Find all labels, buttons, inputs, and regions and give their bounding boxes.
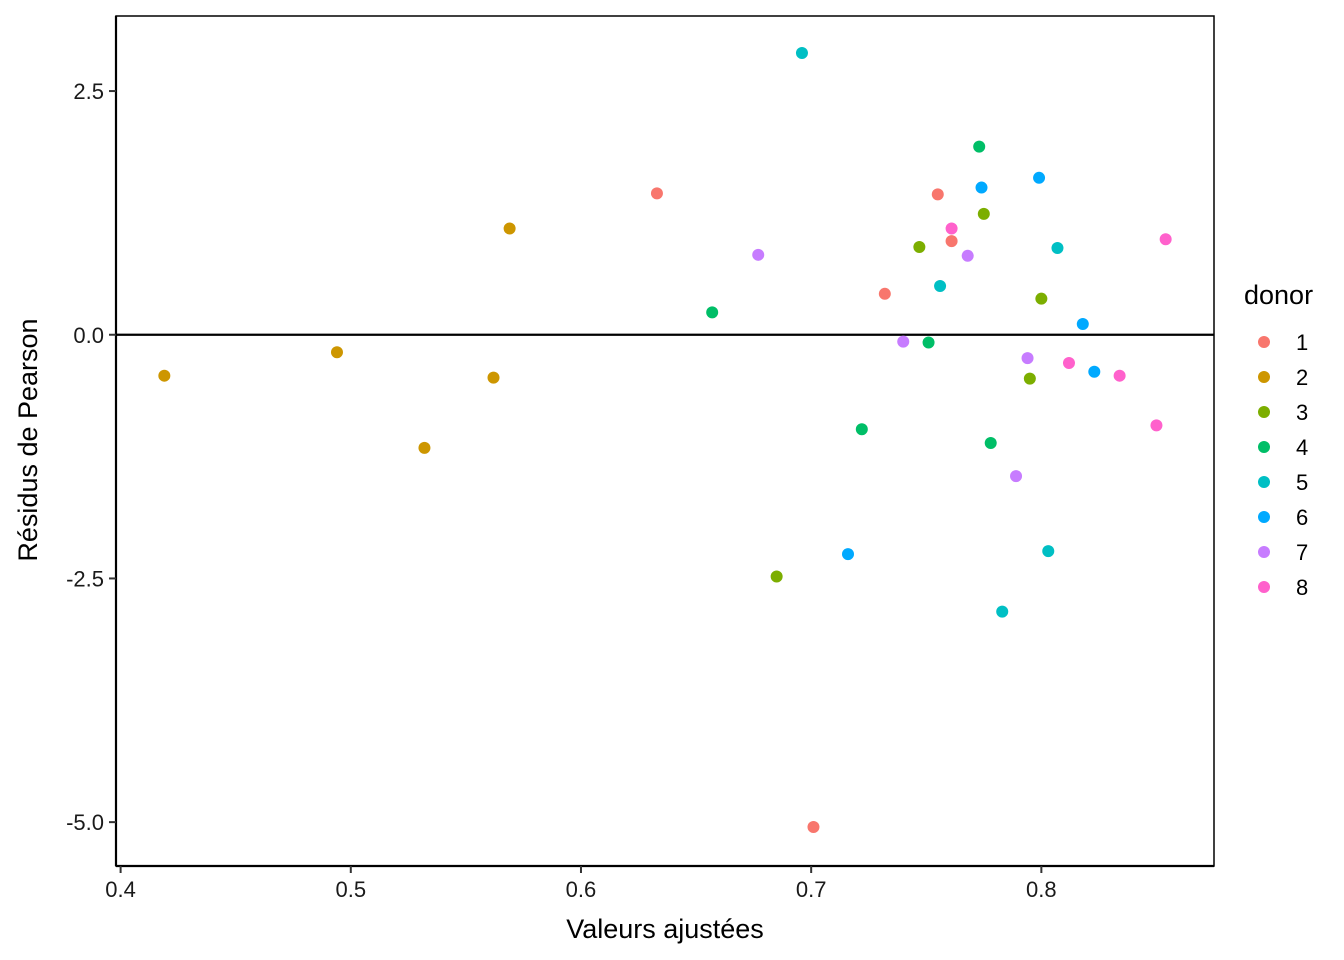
point-donor-7	[961, 249, 974, 262]
point-donor-8	[1159, 233, 1172, 246]
legend-key-4	[1258, 441, 1270, 453]
point-donor-1	[807, 821, 820, 834]
point-donor-3	[1035, 292, 1048, 305]
legend-label-6: 6	[1296, 505, 1308, 530]
point-donor-7	[1021, 352, 1034, 365]
y-tick-label: -2.5	[66, 566, 104, 591]
point-donor-1	[931, 188, 944, 201]
point-donor-5	[795, 47, 808, 60]
x-axis-title: Valeurs ajustées	[566, 914, 764, 944]
data-points	[158, 47, 1172, 834]
point-donor-6	[1088, 365, 1101, 378]
point-donor-1	[878, 287, 891, 300]
point-donor-3	[1023, 372, 1036, 385]
point-donor-6	[975, 181, 988, 194]
panel-border	[115, 15, 1215, 867]
point-donor-2	[330, 346, 343, 359]
y-tick-label: 0.0	[73, 323, 104, 348]
point-donor-5	[1042, 545, 1055, 558]
plot-panel	[115, 15, 1215, 867]
point-donor-2	[487, 371, 500, 384]
legend: donor 1 2 3 4 5 6 7 8	[1244, 280, 1313, 600]
point-donor-5	[1051, 241, 1064, 254]
legend-label-8: 8	[1296, 575, 1308, 600]
point-donor-6	[1076, 318, 1089, 331]
legend-label-4: 4	[1296, 435, 1308, 460]
legend-key-6	[1258, 511, 1270, 523]
point-donor-8	[1150, 419, 1163, 432]
y-tick-label: 2.5	[73, 79, 104, 104]
point-donor-8	[1113, 369, 1126, 382]
x-tick-label: 0.7	[796, 877, 827, 902]
point-donor-7	[752, 248, 765, 261]
legend-key-8	[1258, 581, 1270, 593]
point-donor-6	[1033, 171, 1046, 184]
point-donor-3	[913, 241, 926, 254]
legend-label-5: 5	[1296, 470, 1308, 495]
legend-key-3	[1258, 406, 1270, 418]
legend-label-3: 3	[1296, 400, 1308, 425]
point-donor-3	[977, 207, 990, 220]
x-tick-label: 0.8	[1026, 877, 1057, 902]
point-donor-5	[996, 605, 1009, 618]
x-tick-label: 0.4	[105, 877, 136, 902]
point-donor-4	[984, 436, 997, 449]
legend-key-5	[1258, 476, 1270, 488]
point-donor-1	[945, 235, 958, 248]
point-donor-2	[418, 441, 431, 454]
y-axis-title: Résidus de Pearson	[13, 318, 43, 561]
point-donor-1	[650, 187, 663, 200]
y-tick-label: -5.0	[66, 810, 104, 835]
legend-label-2: 2	[1296, 365, 1308, 390]
legend-key-7	[1258, 546, 1270, 558]
point-donor-2	[503, 222, 516, 235]
point-donor-4	[855, 423, 868, 436]
x-tick-label: 0.5	[335, 877, 366, 902]
point-donor-6	[842, 548, 854, 561]
legend-label-1: 1	[1296, 330, 1308, 355]
axes: 0.4 0.5 0.6 0.7 0.8 2.5 0.0 -2.5 -5.0	[66, 16, 1214, 902]
legend-title: donor	[1244, 280, 1313, 310]
point-donor-5	[934, 280, 947, 293]
point-donor-2	[158, 369, 171, 382]
point-donor-4	[922, 336, 935, 349]
point-donor-7	[897, 335, 910, 348]
x-tick-label: 0.6	[566, 877, 597, 902]
legend-key-2	[1258, 371, 1270, 383]
point-donor-3	[770, 570, 783, 583]
legend-label-7: 7	[1296, 540, 1308, 565]
point-donor-4	[706, 306, 719, 319]
point-donor-8	[1062, 357, 1075, 370]
point-donor-4	[973, 140, 986, 153]
legend-key-1	[1258, 336, 1270, 348]
point-donor-8	[945, 222, 958, 235]
point-donor-7	[1010, 470, 1023, 483]
